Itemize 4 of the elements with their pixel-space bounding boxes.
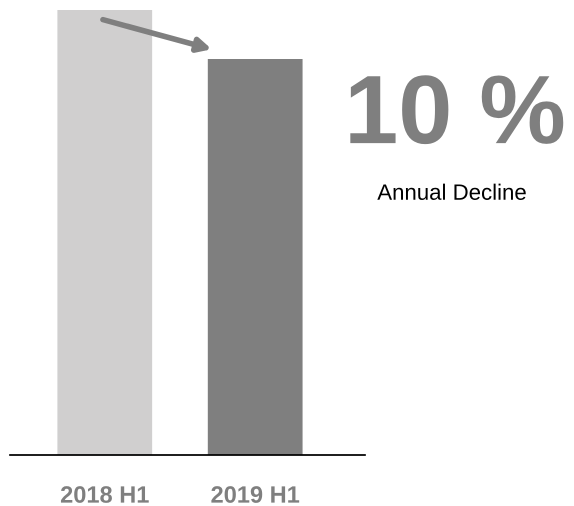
annotation: 10 % bbox=[350, 75, 564, 144]
text: Annual Decline bbox=[377, 184, 526, 200]
x-tick-label: 2019 H1 bbox=[211, 486, 300, 503]
x-tick-label: 2018 H1 bbox=[60, 486, 149, 503]
